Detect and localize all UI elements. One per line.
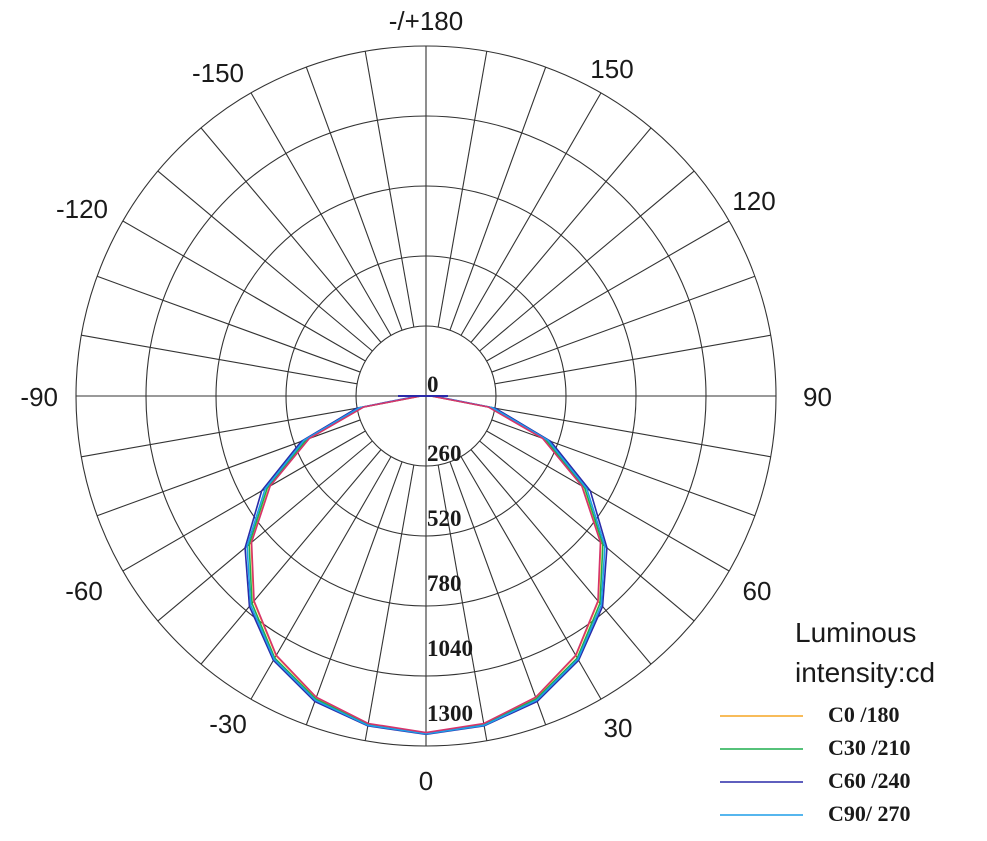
ring-label: 520	[427, 506, 462, 531]
grid-spoke	[364, 51, 415, 328]
angle-label: 60	[743, 576, 772, 606]
grid-spoke	[122, 430, 366, 572]
grid-spoke	[250, 92, 392, 336]
intensity-curves	[244, 395, 608, 736]
angle-label: 150	[590, 54, 633, 84]
legend-entry: C60 /240	[828, 768, 911, 793]
angle-label: -90	[20, 382, 58, 412]
grid-spoke	[157, 170, 373, 352]
grid-spoke	[470, 127, 652, 343]
grid-spoke	[81, 334, 358, 385]
grid-spoke	[470, 449, 652, 665]
ring-labels: 0 260 520 780 1040 1300	[427, 372, 473, 726]
grid-spoke	[491, 275, 756, 373]
grid-spoke	[449, 66, 547, 331]
legend-title-line1: Luminous	[795, 617, 916, 648]
grid-spoke	[494, 407, 771, 458]
grid-spoke	[460, 92, 602, 336]
series-curve-3	[246, 395, 606, 735]
grid-spoke	[122, 220, 366, 362]
angle-label: -60	[65, 576, 103, 606]
grid-spoke	[486, 220, 730, 362]
ring-label: 780	[427, 571, 462, 596]
legend-entry: C0 /180	[828, 702, 900, 727]
grid-spoke	[437, 464, 488, 741]
angle-label: 0	[419, 766, 433, 796]
grid-spoke	[250, 456, 392, 700]
polar-grid	[75, 45, 777, 747]
grid-spoke	[157, 440, 373, 622]
grid-spoke	[364, 464, 415, 741]
grid-spoke	[305, 66, 403, 331]
grid-spoke	[305, 461, 403, 726]
legend: Luminous intensity:cd C0 /180 C30 /210 C60…	[720, 617, 935, 826]
grid-spoke	[491, 419, 756, 517]
legend-entry: C90/ 270	[828, 801, 911, 826]
angle-label: 30	[604, 713, 633, 743]
series-curve-4	[250, 395, 602, 734]
grid-spoke	[81, 407, 358, 458]
grid-spoke	[437, 51, 488, 328]
angle-label: -30	[209, 709, 247, 739]
angle-label: -150	[192, 58, 244, 88]
angle-labels: -/+180 150 -150 120 -120 90 -90 60 -60 30 -30 0	[20, 6, 832, 796]
angle-label: 90	[803, 382, 832, 412]
angle-label: 120	[732, 186, 775, 216]
angle-label: -120	[56, 194, 108, 224]
ring-label: 1300	[427, 701, 473, 726]
ring-label: 1040	[427, 636, 473, 661]
legend-title-line2: intensity:cd	[795, 657, 935, 688]
grid-spoke	[449, 461, 547, 726]
grid-spoke	[96, 275, 361, 373]
ring-label: 0	[427, 372, 439, 397]
grid-spoke	[200, 127, 382, 343]
grid-spoke	[479, 170, 695, 352]
grid-spoke	[479, 440, 695, 622]
grid-spoke	[200, 449, 382, 665]
ring-label: 260	[427, 441, 462, 466]
legend-entry: C30 /210	[828, 735, 911, 760]
grid-spoke	[494, 334, 771, 385]
grid-spoke	[96, 419, 361, 517]
angle-label: -/+180	[389, 6, 463, 36]
grid-spoke	[486, 430, 730, 572]
grid-spoke	[460, 456, 602, 700]
